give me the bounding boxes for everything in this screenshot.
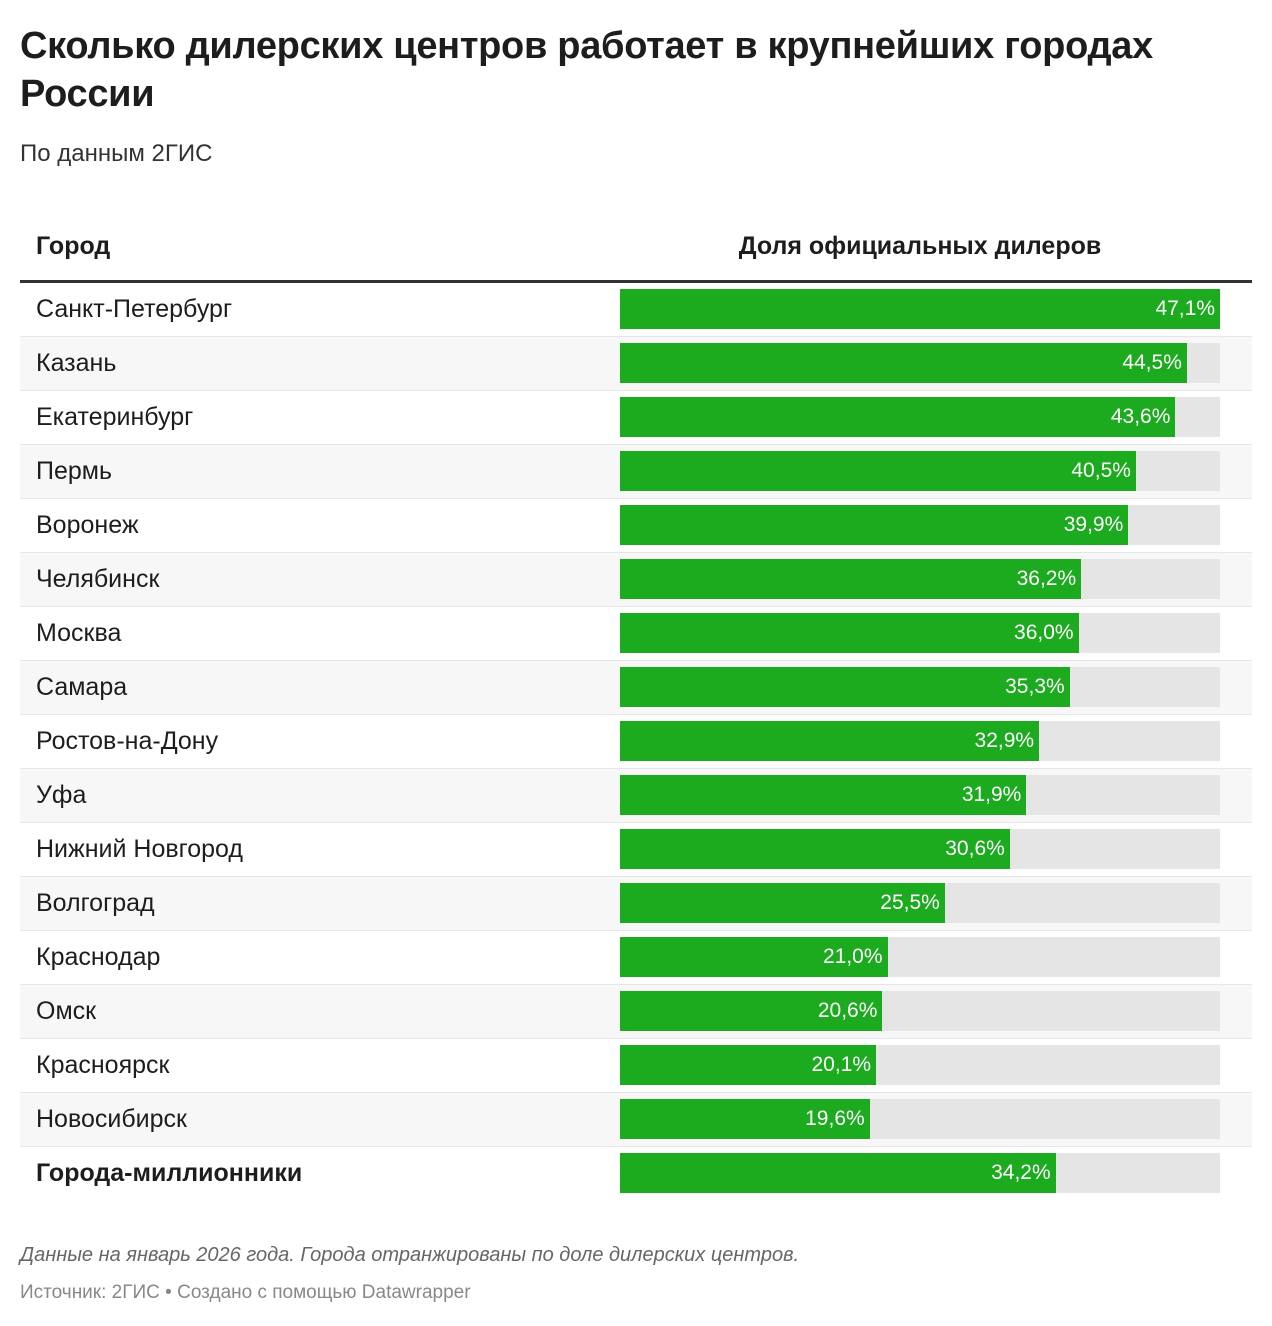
bar: 43,6% [620,397,1176,437]
table-row: Уфа 31,9% [20,769,1252,823]
chart-note: Данные на январь 2026 года. Города отран… [20,1244,800,1266]
bar: 30,6% [620,829,1010,869]
bar-track: 35,3% [620,667,1220,707]
bar-value-label: 39,9% [1063,513,1124,536]
table-row: Красноярск 20,1% [20,1039,1252,1093]
table-row: Новосибирск 19,6% [20,1093,1252,1147]
bar-track: 34,2% [620,1153,1220,1193]
bar-value-label: 19,6% [805,1107,865,1130]
bar-track: 30,6% [620,829,1220,869]
bar: 25,5% [620,883,945,923]
table-row: Ростов-на-Дону 32,9% [20,715,1252,769]
bar: 36,2% [620,559,1082,599]
city-name: Казань [36,349,117,377]
bar-value-label: 25,5% [880,891,940,914]
bar: 36,0% [620,613,1079,653]
bar-value-label: 40,5% [1071,459,1131,482]
bar-track: 43,6% [620,397,1220,437]
table-row: Краснодар 21,0% [20,931,1252,985]
city-name: Волгоград [36,889,155,917]
table-row: Волгоград 25,5% [20,877,1252,931]
bar-value-label: 20,6% [817,999,878,1022]
chart-source: Источник: 2ГИС • Создано с помощью Dataw… [20,1282,471,1303]
bar-value-label: 20,1% [811,1053,872,1076]
column-header-city[interactable]: Город [36,232,111,260]
bar: 21,0% [620,937,888,977]
bar-track: 20,1% [620,1045,1220,1085]
city-name: Челябинск [36,565,160,593]
city-name: Санкт-Петербург [36,295,233,323]
bar-track: 36,0% [620,613,1220,653]
table-row: Екатеринбург 43,6% [20,391,1252,445]
table-row: Омск 20,6% [20,985,1252,1039]
data-table: Город Доля официальных дилеров Санкт-Пет… [20,220,1252,1200]
bar-value-label: 30,6% [945,837,1005,860]
bar-value-label: 35,3% [1005,675,1065,698]
bar-track: 19,6% [620,1099,1220,1139]
bar-track: 36,2% [620,559,1220,599]
column-header-share[interactable]: Доля официальных дилеров [738,232,1102,260]
bar-value-label: 36,0% [1014,621,1074,644]
bar: 31,9% [620,775,1027,815]
chart-subtitle: По данным 2ГИС [20,140,213,167]
table-header: Город Доля официальных дилеров [20,220,1252,283]
city-name: Омск [36,997,97,1025]
table-row: Воронеж 39,9% [20,499,1252,553]
bar-value-label: 36,2% [1016,567,1077,590]
city-name: Уфа [36,781,87,809]
bar: 32,9% [620,721,1040,761]
table-row: Челябинск 36,2% [20,553,1252,607]
city-name: Екатеринбург [36,403,194,431]
table-row: Казань 44,5% [20,337,1252,391]
bar-value-label: 34,2% [991,1161,1051,1184]
bar-value-label: 47,1% [1155,297,1215,320]
bar: 19,6% [620,1099,870,1139]
city-name: Самара [36,673,128,701]
bar: 34,2% [620,1153,1056,1193]
bar: 20,6% [620,991,883,1031]
city-name: Города-миллионники [36,1159,303,1187]
bar-track: 31,9% [620,775,1220,815]
bar-track: 47,1% [620,289,1220,329]
bar-value-label: 44,5% [1122,351,1182,374]
table-row: Пермь 40,5% [20,445,1252,499]
bar: 40,5% [620,451,1136,491]
bar-track: 32,9% [620,721,1220,761]
bar-track: 20,6% [620,991,1220,1031]
table-row: Санкт-Петербург 47,1% [20,283,1252,337]
bar-track: 40,5% [620,451,1220,491]
table-row: Москва 36,0% [20,607,1252,661]
city-name: Краснодар [36,943,161,971]
city-name: Новосибирск [36,1105,187,1133]
city-name: Москва [36,619,122,647]
table-row: Самара 35,3% [20,661,1252,715]
bar-value-label: 31,9% [961,783,1022,806]
bar-track: 39,9% [620,505,1220,545]
bar-track: 21,0% [620,937,1220,977]
bar: 44,5% [620,343,1187,383]
bar: 35,3% [620,667,1070,707]
bar-value-label: 43,6% [1110,405,1171,428]
city-name: Нижний Новгород [36,835,243,863]
city-name: Пермь [36,457,112,485]
chart-title: Сколько дилерских центров работает в кру… [20,25,1153,115]
table-row-total: Города-миллионники 34,2% [20,1147,1252,1200]
table-row: Нижний Новгород 30,6% [20,823,1252,877]
bar: 20,1% [620,1045,877,1085]
city-name: Воронеж [36,511,139,539]
bar-track: 25,5% [620,883,1220,923]
city-name: Красноярск [36,1051,170,1079]
bar-value-label: 21,0% [822,945,883,968]
bar-value-label: 32,9% [974,729,1035,752]
bar-track: 44,5% [620,343,1220,383]
bar: 39,9% [620,505,1129,545]
city-name: Ростов-на-Дону [36,727,219,755]
bar: 47,1% [620,289,1220,329]
